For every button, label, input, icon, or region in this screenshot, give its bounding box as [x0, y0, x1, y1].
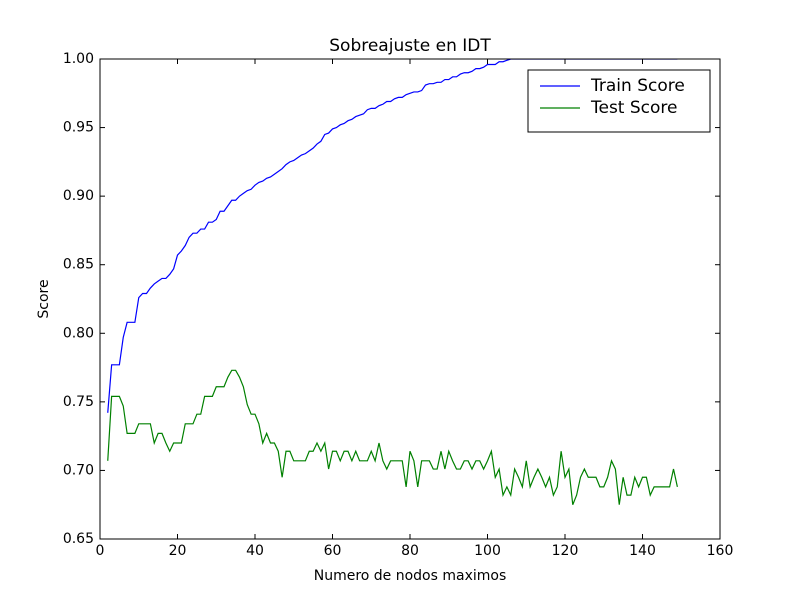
legend-label: Test Score: [590, 98, 678, 118]
y-tick-label: 0.70: [63, 462, 94, 478]
x-tick-label: 60: [324, 543, 342, 559]
x-tick-label: 40: [246, 543, 264, 559]
chart-title: Sobreajuste en IDT: [329, 36, 491, 56]
y-axis-label: Score: [36, 279, 52, 318]
y-tick-label: 0.75: [63, 394, 94, 410]
series-line: [107, 369, 678, 505]
x-axis-label: Numero de nodos maximos: [314, 568, 507, 584]
legend-box: [527, 69, 711, 133]
series-line: [107, 59, 678, 413]
x-tick-label: 20: [169, 543, 187, 559]
x-tick-label: 80: [401, 543, 419, 559]
x-tick-label: 120: [552, 543, 579, 559]
y-tick-label: 1.00: [63, 51, 94, 67]
legend-label: Train Score: [590, 76, 685, 96]
x-tick-label: 140: [629, 543, 656, 559]
y-tick-label: 0.85: [63, 257, 94, 273]
x-tick-label: 100: [474, 543, 501, 559]
plot-lines: [107, 59, 678, 505]
x-tick-label: 160: [707, 543, 734, 559]
y-tick-label: 0.65: [63, 531, 94, 547]
y-tick-label: 0.80: [63, 325, 94, 341]
y-tick-label: 0.90: [63, 188, 94, 204]
y-tick-label: 0.95: [63, 120, 94, 136]
x-tick-label: 0: [96, 543, 105, 559]
